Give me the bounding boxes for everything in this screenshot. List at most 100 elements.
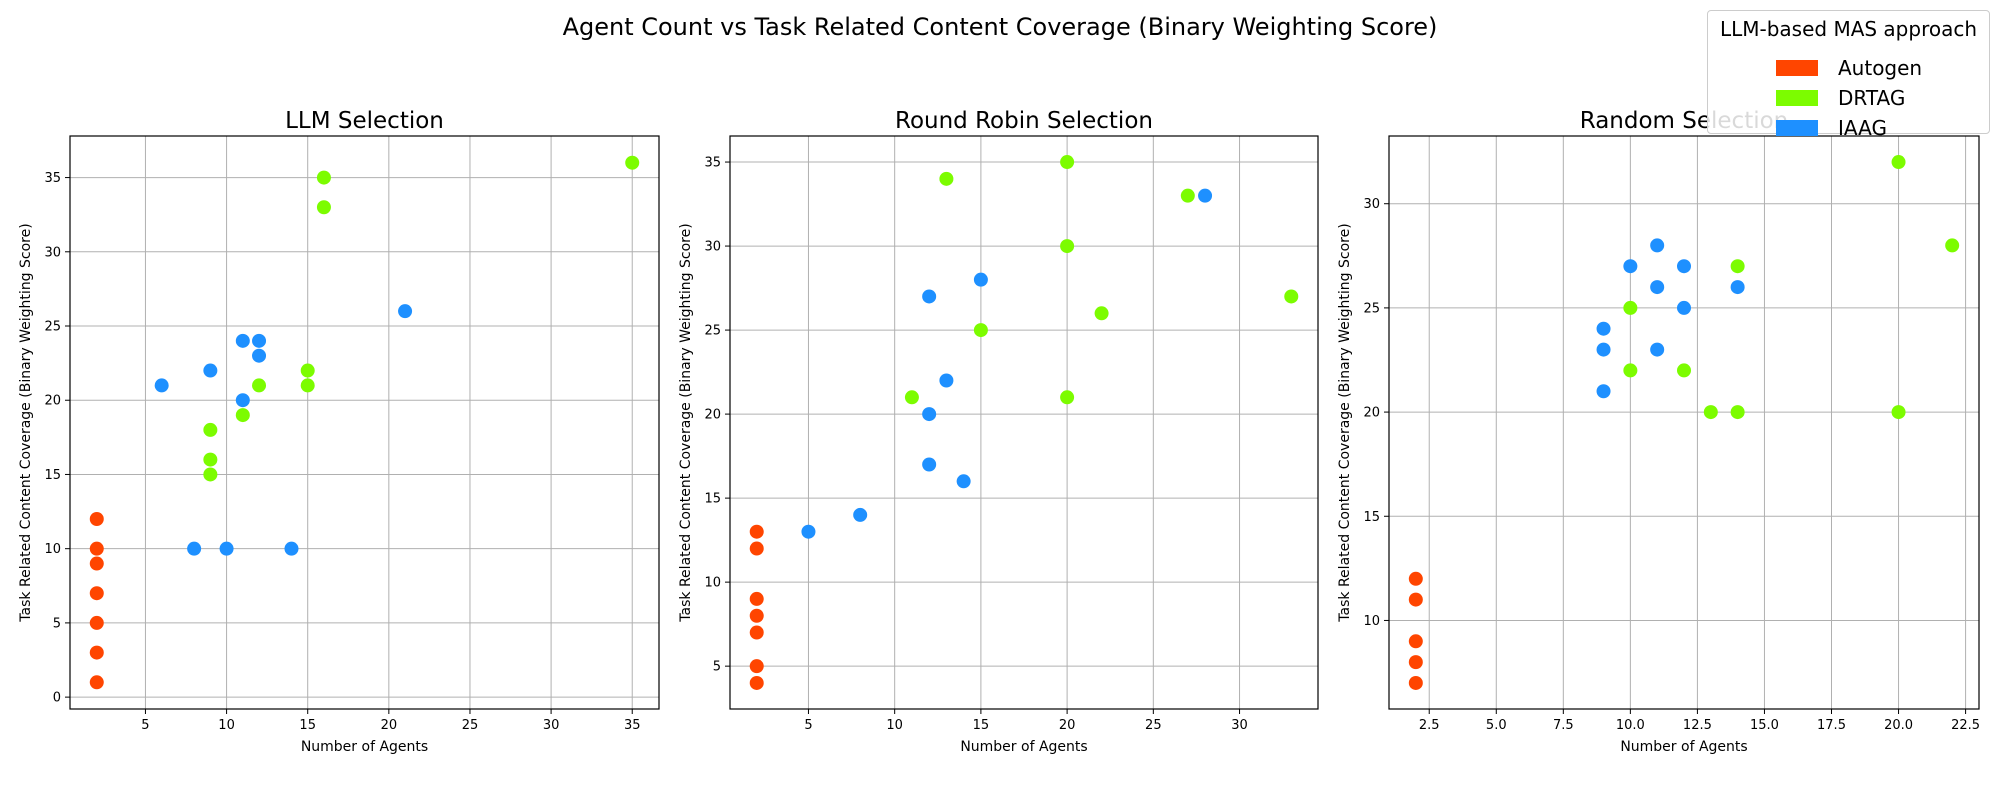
data-point-drtag	[235, 408, 250, 423]
x-tick-label: 25	[1145, 718, 1162, 733]
x-tick-label: 10	[218, 718, 235, 733]
x-axis-label: Number of Agents	[301, 739, 428, 755]
y-tick-label: 20	[1363, 406, 1380, 421]
data-point-autogen	[89, 645, 104, 660]
data-point-iaag	[1650, 238, 1665, 253]
data-point-drtag	[904, 390, 919, 405]
data-point-drtag	[300, 363, 315, 378]
y-tick-label: 5	[53, 616, 61, 631]
data-point-iaag	[1650, 342, 1665, 357]
legend-swatch-drtag	[1776, 90, 1818, 106]
x-tick-label: 25	[462, 718, 479, 733]
legend-label-drtag: DRTAG	[1838, 86, 1906, 110]
data-point-drtag	[203, 422, 218, 437]
y-tick-label: 10	[704, 576, 721, 591]
data-point-iaag	[219, 541, 234, 556]
y-tick-label: 15	[704, 492, 721, 507]
y-tick-label: 25	[1363, 301, 1380, 316]
data-point-drtag	[1284, 289, 1299, 304]
data-point-autogen	[749, 659, 764, 674]
data-point-drtag	[203, 452, 218, 467]
data-point-iaag	[235, 333, 250, 348]
data-point-drtag	[1060, 390, 1075, 405]
data-point-iaag	[1623, 259, 1638, 274]
data-point-drtag	[316, 200, 331, 215]
legend-title: LLM-based MAS approach	[1719, 17, 1978, 41]
data-point-autogen	[89, 511, 104, 526]
subplot-1: 5 10 15 20 25 30 35 0 5 10 15 20 25 30 35 LLM Selection…	[18, 108, 660, 755]
x-tick-label: 5	[804, 718, 812, 733]
y-axis-label: Task Related Content Coverage (Binary We…	[1337, 223, 1353, 622]
data-point-iaag	[922, 407, 937, 422]
data-point-drtag	[1703, 405, 1718, 420]
data-point-iaag	[187, 541, 202, 556]
data-point-drtag	[1730, 259, 1745, 274]
axes-frame	[729, 135, 1319, 710]
legend-swatch-autogen	[1776, 60, 1818, 76]
data-point-drtag	[1730, 405, 1745, 420]
figure-title: Agent Count vs Task Related Content Cove…	[563, 13, 1438, 41]
data-point-iaag	[1596, 384, 1611, 399]
x-tick-label: 17.5	[1817, 718, 1846, 733]
data-point-drtag	[1180, 188, 1195, 203]
x-tick-label: 2.5	[1419, 718, 1440, 733]
data-point-iaag	[1730, 280, 1745, 295]
legend-item-iaag: IAAG	[1776, 115, 1887, 141]
data-point-iaag	[154, 378, 169, 393]
y-tick-label: 15	[44, 468, 61, 483]
x-tick-label: 7.5	[1553, 718, 1574, 733]
y-tick-label: 20	[44, 394, 61, 409]
data-point-drtag	[973, 323, 988, 338]
x-tick-label: 15.0	[1750, 718, 1779, 733]
data-point-drtag	[252, 378, 267, 393]
x-tick-label: 5.0	[1486, 718, 1507, 733]
x-tick-label: 22.5	[1951, 718, 1980, 733]
axes-frame	[69, 135, 660, 710]
data-point-drtag	[1060, 155, 1075, 170]
data-point-autogen	[1408, 592, 1423, 607]
x-tick-label: 20	[1059, 718, 1076, 733]
data-point-iaag	[922, 289, 937, 304]
data-point-iaag	[235, 393, 250, 408]
y-tick-label: 35	[44, 171, 61, 186]
subplot-title: LLM Selection	[285, 108, 444, 134]
data-point-autogen	[1408, 571, 1423, 586]
y-tick-label: 30	[704, 240, 721, 255]
data-point-iaag	[252, 333, 267, 348]
data-point-autogen	[89, 556, 104, 571]
x-axis-label: Number of Agents	[1620, 739, 1747, 755]
x-tick-label: 15	[973, 718, 990, 733]
data-point-iaag	[203, 363, 218, 378]
y-axis-label: Task Related Content Coverage (Binary We…	[18, 223, 34, 622]
data-point-drtag	[203, 467, 218, 482]
data-point-iaag	[1596, 342, 1611, 357]
legend-swatch-iaag	[1776, 120, 1818, 136]
data-point-drtag	[316, 170, 331, 185]
data-point-autogen	[749, 591, 764, 606]
data-point-drtag	[1891, 155, 1906, 170]
x-tick-label: 30	[543, 718, 560, 733]
data-point-iaag	[1677, 300, 1691, 315]
data-point-autogen	[749, 524, 764, 539]
y-tick-label: 10	[1363, 614, 1380, 629]
y-tick-label: 25	[44, 320, 61, 335]
data-point-iaag	[284, 541, 299, 556]
data-point-iaag	[939, 373, 954, 388]
legend-label-autogen: Autogen	[1838, 56, 1923, 80]
data-point-autogen	[749, 541, 764, 556]
data-point-drtag	[1060, 239, 1075, 254]
x-tick-label: 12.5	[1683, 718, 1712, 733]
x-tick-label: 20	[381, 718, 398, 733]
data-point-autogen	[89, 586, 104, 601]
legend-label-iaag: IAAG	[1838, 116, 1887, 140]
x-tick-label: 10.0	[1616, 718, 1645, 733]
axes-frame	[1388, 135, 1980, 710]
data-point-drtag	[1677, 363, 1691, 378]
data-point-iaag	[956, 474, 971, 489]
x-tick-label: 35	[624, 718, 641, 733]
data-point-autogen	[1408, 655, 1423, 670]
legend-item-drtag: DRTAG	[1776, 85, 1905, 111]
data-point-autogen	[89, 675, 104, 690]
data-point-autogen	[749, 675, 764, 690]
x-tick-label: 10	[886, 718, 903, 733]
